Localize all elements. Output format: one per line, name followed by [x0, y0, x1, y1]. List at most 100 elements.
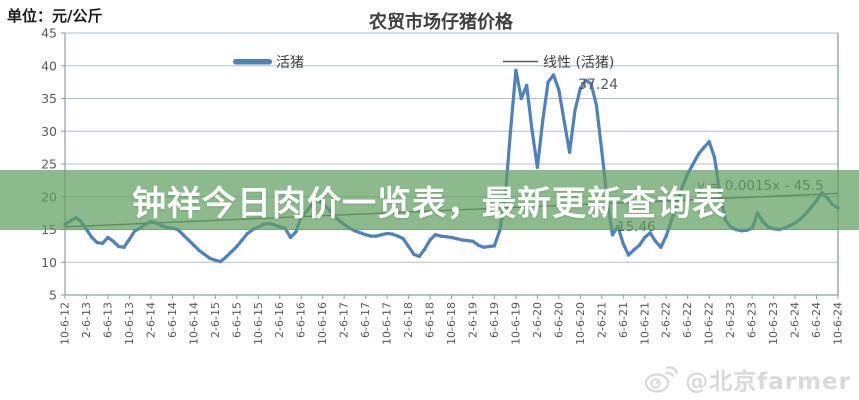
series-point-marker	[406, 244, 411, 249]
series-point-marker	[476, 243, 480, 247]
series-point-marker	[369, 234, 373, 238]
series-point-marker	[192, 243, 196, 247]
series-point-marker	[600, 149, 604, 153]
series-point-marker	[100, 241, 105, 245]
series-point-marker	[637, 243, 642, 247]
series-point-marker	[546, 80, 550, 84]
series-point-marker	[90, 235, 94, 240]
x-tick-label: 10-6-20	[574, 302, 587, 345]
series-point-marker	[358, 231, 362, 235]
series-point-marker	[551, 73, 556, 77]
series-point-marker	[557, 88, 561, 92]
series-point-marker	[412, 252, 416, 257]
series-point-marker	[385, 231, 389, 236]
series-point-marker	[621, 242, 625, 246]
series-point-marker	[519, 96, 523, 101]
series-point-marker	[610, 233, 615, 237]
series-point-marker	[245, 231, 250, 236]
y-tick-label: 35	[41, 91, 57, 106]
y-tick-label: 30	[41, 124, 57, 139]
series-point-marker	[691, 162, 695, 166]
legend-label-live-pig: 活猪	[276, 55, 304, 71]
x-tick-label: 2-6-17	[338, 302, 351, 338]
series-point-marker	[213, 258, 217, 262]
series-point-marker	[374, 234, 378, 238]
peak-value-label: 37.24	[578, 77, 618, 93]
x-tick-label: 6-6-19	[488, 302, 501, 338]
x-tick-label: 10-6-17	[381, 302, 394, 345]
series-point-marker	[363, 233, 368, 237]
series-point-marker	[648, 231, 652, 235]
x-tick-label: 10-6-19	[509, 302, 522, 345]
x-tick-label: 10-6-22	[703, 302, 716, 345]
legend-item-linear-trend: 线性 (活猪)	[503, 55, 614, 71]
x-tick-label: 2-6-18	[402, 302, 415, 338]
x-tick-label: 6-6-20	[552, 302, 565, 338]
x-tick-label: 10-6-24	[832, 302, 845, 345]
x-tick-label: 6-6-15	[230, 302, 243, 338]
series-point-marker	[197, 248, 201, 253]
series-point-marker	[584, 78, 588, 82]
series-point-marker	[492, 244, 497, 248]
series-point-marker	[106, 235, 110, 240]
series-point-marker	[471, 239, 475, 243]
x-tick-label: 10-6-18	[445, 302, 458, 345]
x-tick-label: 10-6-13	[123, 302, 136, 345]
series-point-marker	[567, 150, 572, 154]
series-point-marker	[240, 238, 244, 242]
series-point-marker	[508, 129, 513, 133]
x-tick-label: 2-6-13	[80, 302, 93, 338]
series-point-marker	[186, 238, 191, 242]
series-point-marker	[659, 245, 663, 249]
legend-item-live-pig: 活猪	[233, 55, 304, 71]
x-tick-label: 6-6-21	[617, 302, 630, 338]
x-tick-label: 10-6-23	[767, 302, 780, 345]
y-tick-label: 10	[41, 255, 57, 270]
x-tick-label: 10-6-12	[59, 302, 72, 345]
legend-label-linear: 线性 (活猪)	[543, 55, 614, 71]
x-tick-label: 6-6-14	[166, 302, 179, 338]
y-tick-label: 25	[41, 157, 57, 172]
x-tick-label: 2-6-14	[144, 302, 157, 338]
series-point-marker	[696, 152, 701, 156]
x-tick-label: 6-6-13	[101, 302, 114, 338]
series-point-marker	[541, 118, 545, 122]
weibo-icon	[645, 366, 679, 393]
series-point-marker	[707, 140, 711, 144]
x-tick-label: 2-6-20	[531, 302, 544, 338]
series-point-marker	[664, 234, 668, 238]
x-tick-label: 6-6-16	[295, 302, 308, 338]
series-point-marker	[202, 252, 207, 257]
series-point-marker	[111, 239, 116, 243]
y-tick-label: 5	[49, 288, 57, 303]
x-tick-label: 2-6-23	[724, 302, 737, 338]
series-point-marker	[449, 235, 454, 240]
series-point-marker	[423, 247, 427, 251]
series-point-marker	[653, 239, 658, 243]
y-tick-label: 40	[41, 58, 57, 73]
series-point-marker	[380, 233, 384, 237]
series-point-marker	[514, 68, 518, 73]
series-point-marker	[632, 248, 636, 252]
series-point-marker	[181, 233, 185, 237]
unit-label: 单位：元/公斤	[7, 7, 102, 25]
series-point-marker	[573, 108, 577, 113]
series-point-marker	[535, 165, 540, 169]
x-tick-label: 2-6-16	[273, 302, 286, 338]
series-point-marker	[455, 237, 459, 241]
series-point-marker	[417, 254, 421, 259]
series-point-marker	[460, 238, 464, 242]
headline-banner-title: 钟祥今日肉价一览表，最新更新查询表	[132, 183, 727, 224]
x-tick-label: 2-6-21	[595, 302, 608, 338]
series-point-marker	[390, 232, 395, 236]
series-point-marker	[465, 238, 470, 243]
x-tick-label: 2-6-24	[789, 302, 802, 338]
series-point-marker	[396, 234, 400, 238]
series-point-marker	[594, 103, 599, 107]
x-tick-label: 2-6-19	[466, 302, 479, 338]
watermark-text: @北京farmer	[685, 369, 851, 395]
series-point-marker	[127, 237, 132, 241]
series-point-marker	[643, 235, 647, 240]
series-point-marker	[562, 119, 566, 124]
series-point-marker	[444, 235, 448, 239]
